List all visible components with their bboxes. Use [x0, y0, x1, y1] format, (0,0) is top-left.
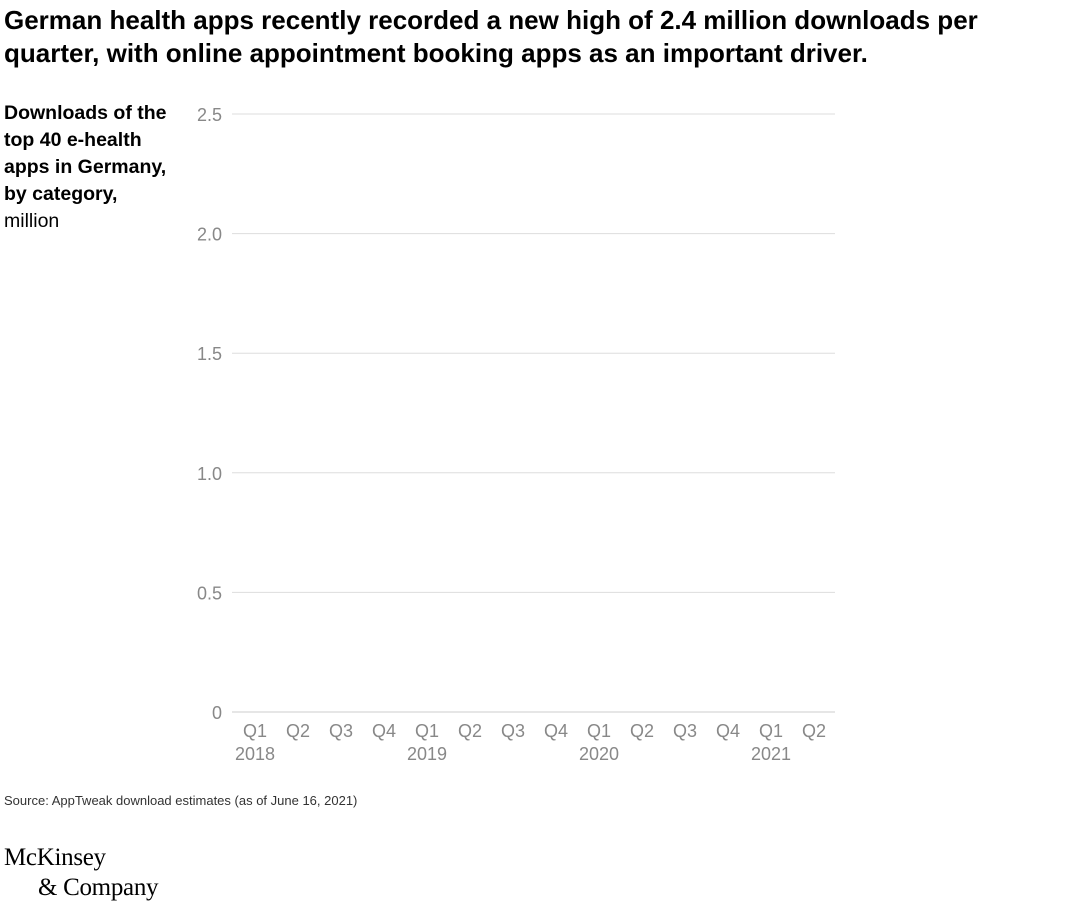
x-tick-label: Q3 — [673, 721, 697, 741]
x-tick-label: Q3 — [329, 721, 353, 741]
y-tick-label: 2.0 — [197, 225, 222, 245]
x-tick-label: Q3 — [501, 721, 525, 741]
x-tick-label: Q1 — [415, 721, 439, 741]
y-axis-label-unit: million — [4, 210, 60, 232]
bar-chart: 0 0.5 1.0 1.5 2.0 2.5 Q1 Q2 Q3 Q4 Q1 Q2 Q3 Q4 Q1 Q2 Q3 Q4… — [197, 105, 835, 764]
source-note: Source: AppTweak download estimates (as … — [4, 793, 358, 808]
mckinsey-logo: McKinsey & Company — [4, 843, 159, 903]
x-year-label: 2018 — [235, 744, 275, 764]
y-tick-label: 1.0 — [197, 464, 222, 484]
x-tick-label: Q1 — [759, 721, 783, 741]
x-year-label: 2020 — [579, 744, 619, 764]
y-axis-label: Downloads of the top 40 e-health apps in… — [4, 100, 174, 235]
x-year-label: 2021 — [751, 744, 791, 764]
y-tick-label: 0.5 — [197, 583, 222, 603]
x-tick-label: Q4 — [544, 721, 568, 741]
logo-line-2: & Company — [38, 874, 159, 901]
y-tick-label: 0 — [212, 703, 222, 723]
chart-title: German health apps recently recorded a n… — [4, 5, 978, 68]
x-tick-label: Q2 — [458, 721, 482, 741]
logo-line-1: McKinsey — [4, 844, 106, 871]
x-tick-label: Q4 — [716, 721, 740, 741]
y-tick-label: 2.5 — [197, 105, 222, 125]
y-tick-label: 1.5 — [197, 344, 222, 364]
y-axis-label-main: Downloads of the top 40 e-health apps in… — [4, 102, 167, 205]
x-tick-label: Q1 — [587, 721, 611, 741]
x-tick-label: Q2 — [286, 721, 310, 741]
x-tick-label: Q2 — [802, 721, 826, 741]
x-tick-label: Q4 — [372, 721, 396, 741]
x-tick-label: Q1 — [243, 721, 267, 741]
x-tick-label: Q2 — [630, 721, 654, 741]
x-year-label: 2019 — [407, 744, 447, 764]
